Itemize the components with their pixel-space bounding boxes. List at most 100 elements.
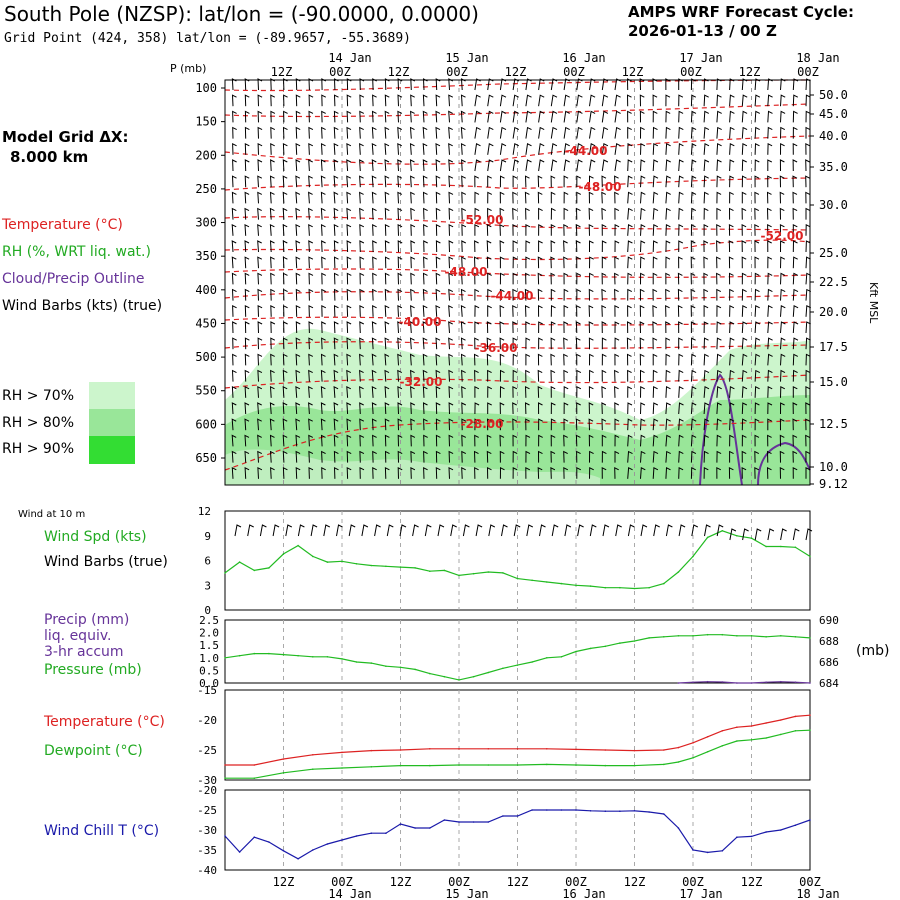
wind-barb xyxy=(487,304,492,317)
wind-barb xyxy=(410,304,415,317)
wind-barb xyxy=(754,418,760,431)
precip-line-point xyxy=(721,681,724,683)
wind-barb xyxy=(703,240,709,253)
wind-barb xyxy=(614,369,619,382)
temperature-line-point xyxy=(706,736,709,738)
temperature-contour-label: -28.00 xyxy=(461,417,504,431)
wind-barb xyxy=(640,240,646,253)
wind-barb xyxy=(410,94,415,107)
wind-barb xyxy=(754,223,760,236)
wind-speed-line-point xyxy=(502,572,504,574)
wind-barb xyxy=(295,434,301,447)
wind-barb xyxy=(525,159,532,172)
wind-barb xyxy=(460,94,466,107)
wind-barb xyxy=(716,126,722,139)
wind-barb xyxy=(780,321,786,334)
wind-barb xyxy=(767,143,773,155)
wind-barb xyxy=(244,450,250,463)
wind-barb xyxy=(397,207,403,220)
wind-barb xyxy=(678,418,684,431)
wind-barb xyxy=(231,240,237,253)
wind-barb xyxy=(639,304,645,317)
wind-barb xyxy=(448,434,454,447)
wind-barb xyxy=(525,450,531,463)
wind-barb xyxy=(716,466,722,479)
wind-barb xyxy=(308,304,314,317)
wind-barb xyxy=(690,126,697,139)
wind-barb xyxy=(601,191,607,204)
wind-barb xyxy=(614,450,620,463)
wind-barb xyxy=(435,353,441,366)
wind-barb xyxy=(678,240,684,253)
wind-barb xyxy=(257,304,263,317)
wind-speed-line-point xyxy=(780,545,782,548)
wind-barb xyxy=(792,159,798,172)
surface-wind-barb xyxy=(399,524,407,537)
wind-barb xyxy=(320,142,326,155)
wind-barb xyxy=(460,304,466,317)
wind-barb xyxy=(282,159,288,172)
wind-barb xyxy=(563,110,570,123)
wind-speed-line-point xyxy=(750,537,753,539)
wind-barb xyxy=(703,402,710,415)
wind-barb xyxy=(741,434,747,447)
wind-barb xyxy=(754,175,760,188)
wind-barb xyxy=(448,191,454,204)
wind-barb xyxy=(614,402,620,415)
wind-barb xyxy=(652,450,659,463)
wind-barb xyxy=(601,450,607,463)
wind-barb xyxy=(780,94,786,107)
wind-barb xyxy=(308,466,314,479)
wind-barb xyxy=(333,175,339,188)
wind-speed-line-point xyxy=(531,579,533,582)
wind-barb xyxy=(486,466,492,479)
surface-wind-barb xyxy=(691,524,699,537)
wind-barb xyxy=(371,402,377,415)
cycle-label: AMPS WRF Forecast Cycle: xyxy=(628,3,854,21)
dewpoint-line-point xyxy=(370,766,373,768)
surface-wind-barb xyxy=(501,524,508,537)
temperature-ytick-label: -15 xyxy=(197,684,217,697)
wind-barb xyxy=(487,94,494,107)
wind-barb xyxy=(409,159,415,172)
wind-barb xyxy=(767,305,773,317)
wind-barb xyxy=(589,94,596,107)
wind-barb xyxy=(678,386,684,398)
wind-barb xyxy=(741,175,747,188)
wind-speed-line-point xyxy=(560,582,563,585)
surface-wind-barb xyxy=(437,524,445,537)
surface-wind-barb xyxy=(805,528,813,541)
wind-barb xyxy=(767,159,773,171)
wind-barb xyxy=(614,418,620,431)
wind-barb xyxy=(423,466,428,479)
wind-speed-line-point xyxy=(546,581,548,583)
wind-barb xyxy=(282,223,288,236)
wind-barb xyxy=(422,126,428,139)
height-tick-label: 50.0 xyxy=(819,88,848,102)
wind-barb xyxy=(474,110,481,123)
wind-barb xyxy=(575,207,581,220)
wind-barb xyxy=(575,240,581,253)
wind-barb xyxy=(805,418,810,431)
wind-barb xyxy=(486,240,492,253)
wind-barb xyxy=(780,369,786,382)
wind-barb xyxy=(524,304,530,317)
wind-barb xyxy=(257,402,262,415)
wind-barb xyxy=(538,223,543,236)
wind-barb xyxy=(257,175,263,188)
wind-barb xyxy=(397,466,403,479)
wind-barb xyxy=(244,256,250,269)
wind-barb xyxy=(371,159,377,172)
windchill-line-point xyxy=(677,827,680,829)
temperature-contour xyxy=(224,239,811,261)
wind-barb xyxy=(435,175,441,188)
wind-barb xyxy=(346,240,352,253)
wind-barb xyxy=(741,386,748,398)
temperature-line xyxy=(225,714,811,766)
wind-barb xyxy=(563,304,569,317)
wind-barb xyxy=(512,110,519,123)
cross-section-panel xyxy=(221,78,814,486)
wind-barb xyxy=(257,337,263,350)
wind-barb xyxy=(716,143,722,155)
wind-barb xyxy=(295,159,301,172)
